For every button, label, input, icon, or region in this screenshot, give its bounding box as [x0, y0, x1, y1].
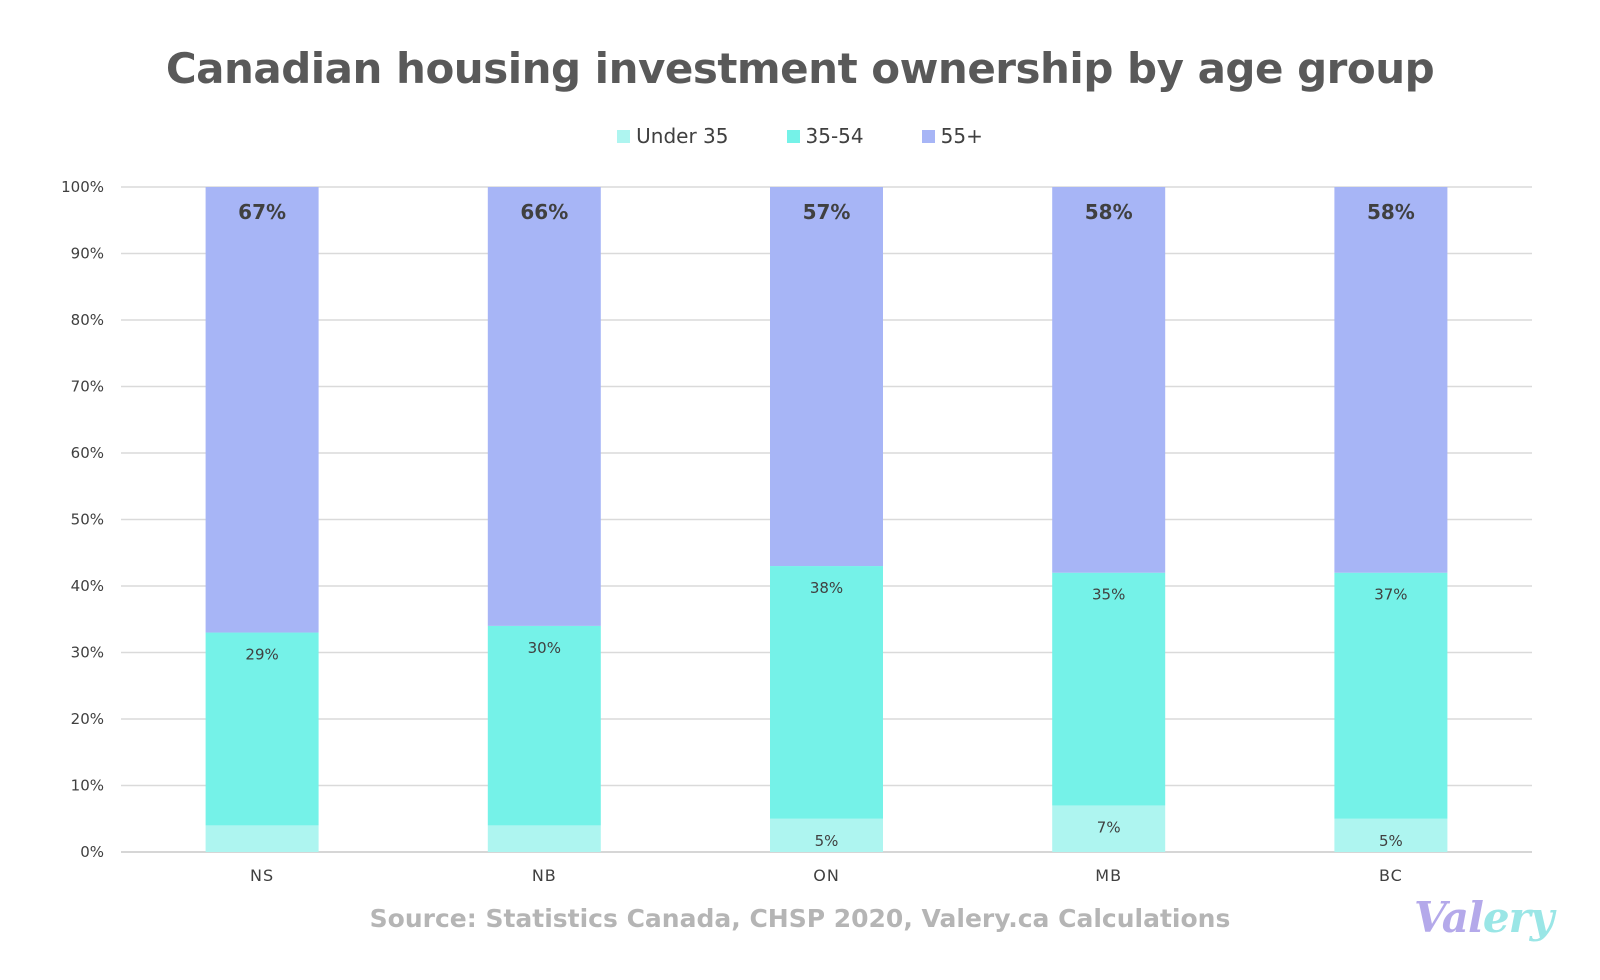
- data-label: 66%: [520, 200, 568, 224]
- y-tick-label: 90%: [71, 245, 104, 263]
- data-label: 29%: [245, 646, 278, 664]
- y-tick-label: 10%: [71, 777, 104, 795]
- y-tick-label: 40%: [71, 577, 104, 595]
- bar-segment: [487, 825, 601, 852]
- y-tick-label: 20%: [71, 710, 104, 728]
- x-tick-label: NS: [250, 866, 274, 885]
- bar-segment: [1052, 572, 1166, 806]
- legend-swatch-35-54: [786, 129, 800, 143]
- x-tick-label: BC: [1379, 866, 1403, 885]
- legend-label-under-35: Under 35: [636, 124, 729, 148]
- y-tick-label: 0%: [80, 843, 104, 861]
- legend-swatch-55-plus: [921, 129, 935, 143]
- data-label: 7%: [1097, 818, 1121, 836]
- bar-segment: [770, 818, 883, 852]
- legend-item-35-54: 35-54: [786, 124, 864, 148]
- bar-segment: [205, 632, 319, 826]
- y-tick-label: 30%: [71, 644, 104, 662]
- legend-swatch-under-35: [617, 129, 631, 143]
- data-label: 30%: [528, 639, 561, 657]
- legend-label-55-plus: 55+: [940, 124, 983, 148]
- bar-segment: [1334, 572, 1448, 819]
- bar-segment: [770, 566, 883, 819]
- x-tick-label: ON: [813, 866, 840, 885]
- bar-segment: [1334, 187, 1448, 573]
- bar-segment: [487, 625, 601, 826]
- data-label: 35%: [1092, 586, 1125, 604]
- data-label: 5%: [1379, 832, 1403, 850]
- data-label: 58%: [1367, 200, 1415, 224]
- x-tick-label: MB: [1095, 866, 1122, 885]
- valery-logo: Valery: [1414, 893, 1554, 942]
- legend-label-35-54: 35-54: [805, 124, 864, 148]
- legend-item-55-plus: 55+: [921, 124, 983, 148]
- data-label: 5%: [815, 832, 839, 850]
- data-label: 37%: [1374, 586, 1407, 604]
- bar-segment: [487, 187, 601, 626]
- y-tick-label: 50%: [71, 511, 104, 529]
- bar-segment: [770, 187, 883, 567]
- chart-title: Canadian housing investment ownership by…: [165, 44, 1435, 93]
- x-tick-label: NB: [532, 866, 557, 885]
- bar-segment: [1052, 805, 1166, 852]
- data-label: 67%: [238, 200, 286, 224]
- data-label: 58%: [1085, 200, 1133, 224]
- data-label: 57%: [803, 200, 851, 224]
- source-note: Source: Statistics Canada, CHSP 2020, Va…: [369, 904, 1231, 933]
- data-label: 38%: [810, 579, 843, 597]
- y-tick-label: 60%: [71, 444, 104, 462]
- bar-segment: [205, 825, 319, 852]
- bar-segment: [1334, 818, 1448, 852]
- logo-part-2: ery: [1482, 893, 1554, 942]
- legend: Under 35 35-54 55+: [0, 124, 1600, 148]
- bar-segment: [205, 187, 319, 633]
- y-tick-label: 100%: [61, 178, 104, 196]
- legend-item-under-35: Under 35: [617, 124, 729, 148]
- y-tick-label: 80%: [71, 311, 104, 329]
- y-tick-label: 70%: [71, 378, 104, 396]
- logo-part-1: Val: [1414, 893, 1484, 942]
- bar-segment: [1052, 187, 1166, 573]
